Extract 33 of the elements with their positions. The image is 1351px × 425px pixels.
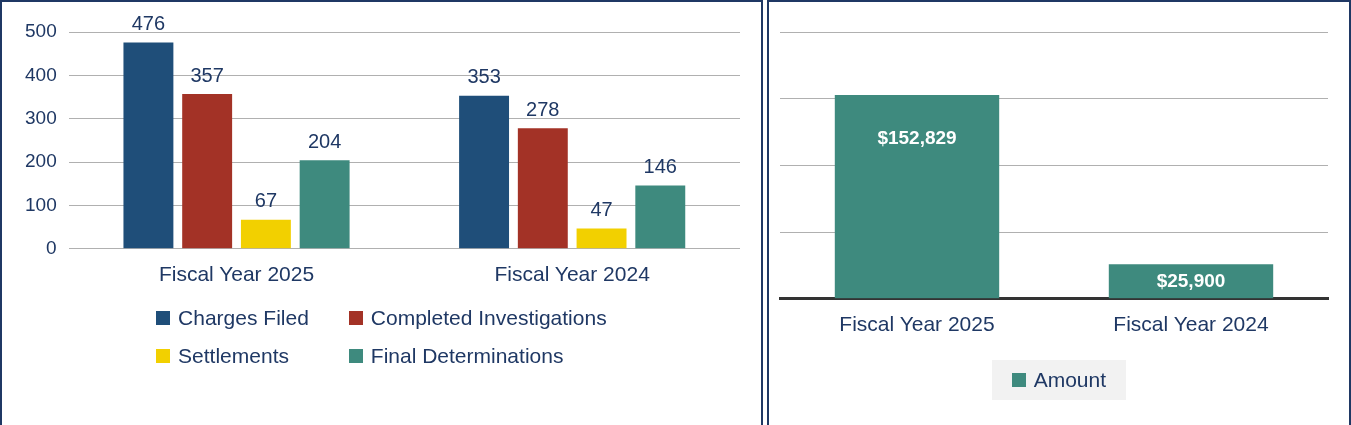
legend-label: Completed Investigations [370, 306, 607, 330]
data-label: 146 [643, 155, 677, 178]
y-tick-label: 400 [24, 63, 57, 85]
y-tick-label: 200 [24, 150, 57, 172]
data-label: 204 [307, 129, 342, 152]
y-tick-label: 300 [24, 106, 57, 128]
x-tick-label: Fiscal Year 2025 [158, 262, 315, 286]
data-label: 47 [590, 197, 613, 220]
legend-label: Charges Filed [178, 306, 309, 330]
data-label: 357 [190, 63, 224, 86]
data-label: 67 [254, 189, 277, 212]
y-tick-label: 100 [24, 193, 57, 215]
bar [517, 128, 568, 249]
y-tick-label: 500 [24, 20, 57, 42]
legend-label: Final Determinations [370, 344, 564, 368]
data-label: $25,900 [1156, 269, 1226, 291]
bar [299, 160, 350, 249]
data-label: $152,829 [877, 126, 957, 148]
bar [182, 94, 232, 249]
bar [576, 228, 627, 249]
bar [458, 95, 509, 249]
y-tick-label: 0 [45, 237, 57, 259]
legend-label: Amount [1033, 368, 1107, 392]
x-tick-label: Fiscal Year 2025 [839, 312, 995, 336]
data-label: 353 [467, 65, 501, 88]
data-label: 278 [525, 97, 560, 120]
bar [635, 185, 686, 249]
x-tick-label: Fiscal Year 2024 [494, 262, 650, 286]
legend-label: Settlements [178, 344, 289, 368]
bar [123, 42, 174, 249]
x-tick-label: Fiscal Year 2024 [1113, 312, 1269, 336]
bar [240, 219, 291, 249]
data-label: 476 [131, 11, 165, 34]
